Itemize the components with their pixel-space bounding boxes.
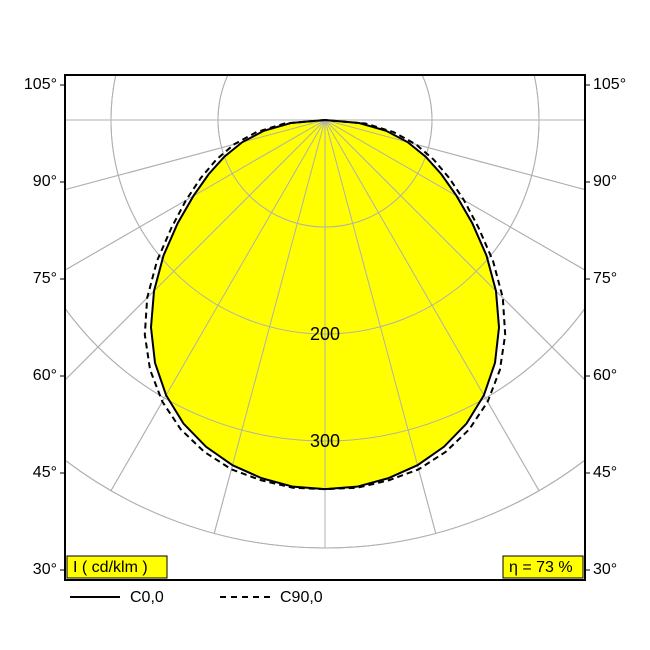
- angle-label-left: 60°: [33, 367, 57, 384]
- polar-chart-container: 200 300 105° 105° 90° 90° 75° 75° 60° 60° 45° 45° 30…: [0, 0, 650, 650]
- unit-label: I ( cd/klm ): [73, 559, 148, 576]
- angle-label-right: 105°: [593, 76, 626, 93]
- angle-label-right: 75°: [593, 270, 617, 287]
- angle-label-right: 60°: [593, 367, 617, 384]
- legend-label: C90,0: [280, 589, 323, 606]
- angle-label-right: 90°: [593, 173, 617, 190]
- angle-label-left: 45°: [33, 464, 57, 481]
- angle-label-right: 30°: [593, 561, 617, 578]
- angle-label-left: 105°: [24, 76, 57, 93]
- angle-label-left: 75°: [33, 270, 57, 287]
- polar-chart-svg: 200 300 105° 105° 90° 90° 75° 75° 60° 60° 45° 45° 30…: [0, 0, 650, 650]
- radial-value-label: 200: [310, 324, 340, 344]
- legend-label: C0,0: [130, 589, 164, 606]
- angle-label-left: 90°: [33, 173, 57, 190]
- angle-label-right: 45°: [593, 464, 617, 481]
- angle-label-left: 30°: [33, 561, 57, 578]
- efficiency-label: η = 73 %: [509, 559, 573, 576]
- radial-value-label: 300: [310, 431, 340, 451]
